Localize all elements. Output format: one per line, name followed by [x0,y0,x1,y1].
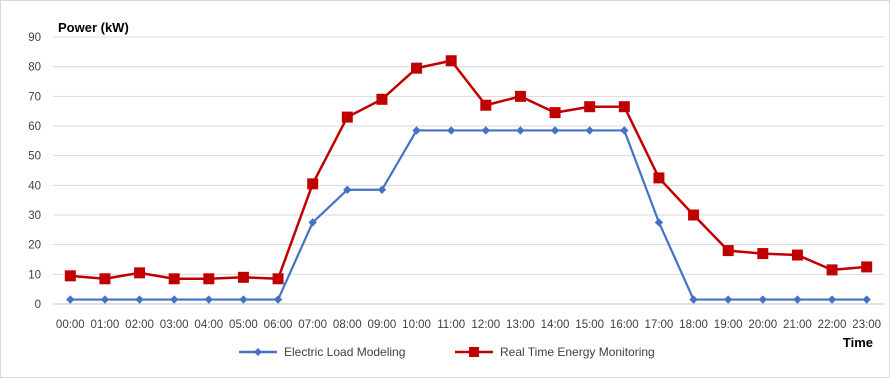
x-tick-label: 15:00 [575,319,604,331]
data-point-diamond [689,295,698,304]
data-point-diamond [100,295,110,304]
x-tick-label: 13:00 [506,319,535,331]
x-tick-label: 19:00 [714,319,743,331]
legend-marker-diamond [254,348,262,356]
data-point-diamond [412,126,421,135]
data-point-diamond [481,126,491,135]
data-point-diamond [516,126,525,135]
x-tick-label: 04:00 [194,319,223,331]
y-tick-label: 20 [28,240,41,252]
legend-item-real-time-energy-monitoring: Real Time Energy Monitoring [455,345,655,359]
data-point-square [445,55,457,67]
y-tick-label: 90 [28,32,41,44]
x-tick-label: 00:00 [56,319,85,331]
gridlines [53,36,884,305]
data-point-diamond [758,295,768,304]
data-point-diamond [169,295,179,304]
y-tick-label: 30 [28,210,41,222]
y-tick-label: 70 [28,91,41,103]
x-tick-label: 12:00 [471,319,500,331]
data-point-diamond [273,295,283,304]
y-tick-labels: 0 10 20 30 40 50 60 70 80 90 [28,32,41,311]
legend: Electric Load Modeling Real Time Energy … [239,345,655,359]
data-point-diamond [862,295,871,304]
legend-label-electric-load: Electric Load Modeling [284,345,405,359]
data-point-diamond [620,126,629,135]
x-tick-label: 01:00 [91,319,120,331]
data-point-square [99,273,111,285]
x-tick-label: 17:00 [645,319,674,331]
data-point-diamond [66,295,75,304]
data-point-diamond [204,295,214,304]
x-tick-label: 05:00 [229,319,258,331]
data-point-square [237,271,249,283]
y-tick-label: 0 [35,299,41,311]
y-axis-title: Power (kW) [58,20,129,35]
data-point-square [514,90,526,102]
x-tick-label: 16:00 [610,319,639,331]
data-point-square [307,178,319,190]
data-point-diamond [585,126,594,135]
data-point-square [64,270,76,282]
data-point-square [341,111,353,123]
x-tick-label: 08:00 [333,319,362,331]
x-tick-label: 10:00 [402,319,431,331]
x-axis-title: Time [843,335,873,350]
data-point-square [168,273,180,285]
data-point-square [411,62,423,74]
data-point-diamond [793,295,802,304]
data-point-square [791,249,803,261]
data-point-square [203,273,215,285]
x-tick-label: 21:00 [783,319,812,331]
x-tick-label: 09:00 [368,319,397,331]
data-point-square [584,101,596,113]
data-point-square [861,261,873,273]
x-tick-label: 14:00 [541,319,570,331]
data-point-diamond [135,295,144,304]
data-point-square [618,101,630,113]
data-point-square [688,209,700,221]
data-point-diamond [723,295,733,304]
data-point-diamond [654,218,664,227]
y-tick-label: 80 [28,62,41,74]
y-tick-label: 60 [28,121,41,133]
x-tick-label: 18:00 [679,319,708,331]
data-point-square [272,273,284,285]
data-point-diamond [827,295,837,304]
legend-item-electric-load-modeling: Electric Load Modeling [239,345,405,359]
x-tick-label: 20:00 [748,319,777,331]
series-line-electric-load [70,129,867,301]
y-tick-label: 40 [28,180,41,192]
x-tick-label: 22:00 [818,319,847,331]
data-point-diamond [446,126,456,135]
x-tick-label: 07:00 [298,319,327,331]
data-point-diamond [550,126,560,135]
x-tick-label: 06:00 [264,319,293,331]
x-tick-label: 11:00 [437,319,465,331]
data-point-diamond [377,185,387,194]
legend-label-real-time-monitoring: Real Time Energy Monitoring [500,345,655,359]
data-point-diamond [239,295,248,304]
x-tick-label: 02:00 [125,319,154,331]
data-point-square [653,172,665,184]
data-point-diamond [308,218,317,227]
series-layer [64,55,873,304]
x-tick-label: 03:00 [160,319,189,331]
legend-marker-square [469,347,479,357]
data-point-square [722,245,734,257]
data-point-square [376,93,388,105]
data-point-square [826,264,838,276]
data-point-square [480,99,492,111]
y-tick-label: 50 [28,151,41,163]
x-tick-labels: 00:00 01:00 02:00 03:00 04:00 05:00 06:00 07:00… [56,319,881,331]
data-point-square [549,107,561,119]
data-point-diamond [343,185,352,194]
x-tick-label: 23:00 [852,319,881,331]
series-line-real-time-monitoring [70,59,867,281]
data-point-square [757,248,769,260]
y-tick-label: 10 [28,269,41,281]
data-point-square [134,267,146,279]
